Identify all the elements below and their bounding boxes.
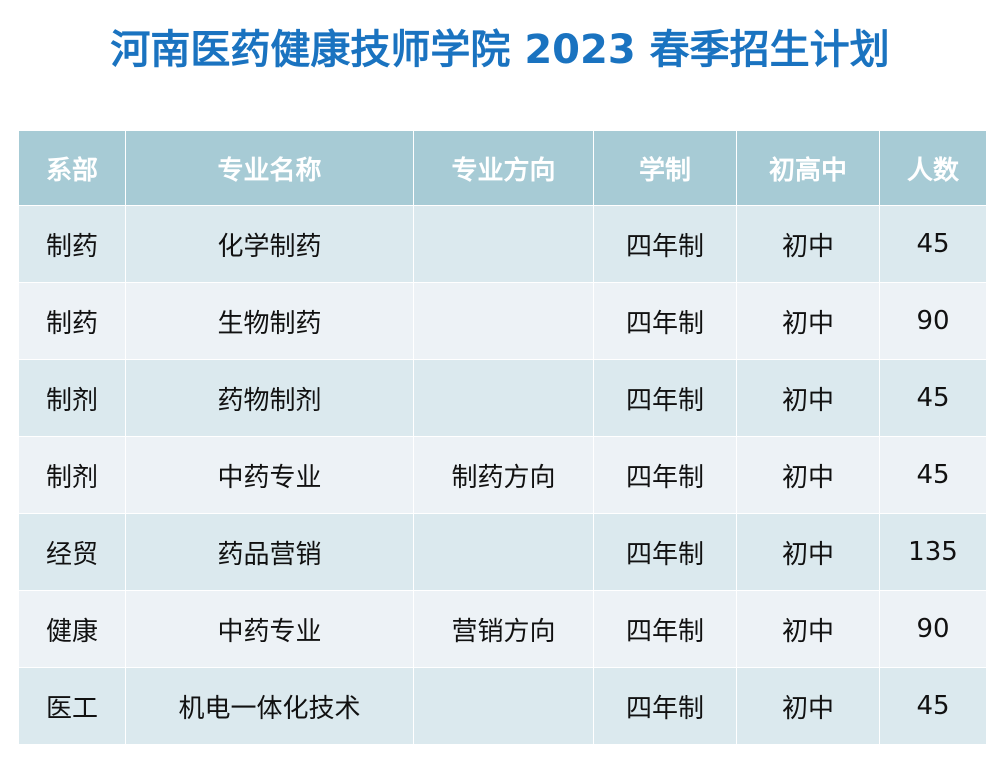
cell-major-direction [413,513,594,591]
cell-major-direction [413,359,594,437]
cell-duration: 四年制 [593,205,737,283]
cell-headcount: 45 [879,436,987,514]
cell-major-direction [413,205,594,283]
table-row: 经贸 药品营销 四年制 初中 135 [18,513,987,591]
cell-major-direction: 营销方向 [413,590,594,668]
cell-major-direction [413,282,594,360]
cell-duration: 四年制 [593,590,737,668]
cell-duration: 四年制 [593,282,737,360]
cell-department: 制药 [18,205,126,283]
cell-headcount: 135 [879,513,987,591]
cell-headcount: 45 [879,667,987,745]
cell-department: 制药 [18,282,126,360]
cell-major-name: 化学制药 [125,205,414,283]
cell-duration: 四年制 [593,436,737,514]
table-row: 制剂 中药专业 制药方向 四年制 初中 45 [18,436,987,514]
header-major-name: 专业名称 [125,131,414,206]
cell-education-level: 初中 [736,205,880,283]
cell-major-name: 机电一体化技术 [125,667,414,745]
cell-major-name: 药物制剂 [125,359,414,437]
enrollment-table: 系部 专业名称 专业方向 学制 初高中 人数 制药 化学制药 四年制 初中 45… [18,131,987,745]
cell-department: 制剂 [18,359,126,437]
cell-headcount: 90 [879,282,987,360]
cell-major-name: 中药专业 [125,590,414,668]
table-header-row: 系部 专业名称 专业方向 学制 初高中 人数 [18,131,987,206]
header-department: 系部 [18,131,126,206]
header-headcount: 人数 [879,131,987,206]
table-row: 制药 化学制药 四年制 初中 45 [18,205,987,283]
cell-department: 经贸 [18,513,126,591]
cell-department: 制剂 [18,436,126,514]
cell-headcount: 90 [879,590,987,668]
header-major-direction: 专业方向 [413,131,594,206]
cell-duration: 四年制 [593,513,737,591]
cell-education-level: 初中 [736,513,880,591]
cell-major-direction [413,667,594,745]
cell-headcount: 45 [879,359,987,437]
page-title: 河南医药健康技师学院 2023 春季招生计划 [110,27,890,73]
cell-education-level: 初中 [736,436,880,514]
cell-major-name: 中药专业 [125,436,414,514]
cell-education-level: 初中 [736,359,880,437]
table-row: 健康 中药专业 营销方向 四年制 初中 90 [18,590,987,668]
cell-department: 医工 [18,667,126,745]
cell-major-name: 生物制药 [125,282,414,360]
cell-headcount: 45 [879,205,987,283]
cell-education-level: 初中 [736,667,880,745]
cell-major-name: 药品营销 [125,513,414,591]
cell-duration: 四年制 [593,359,737,437]
cell-education-level: 初中 [736,590,880,668]
cell-duration: 四年制 [593,667,737,745]
cell-major-direction: 制药方向 [413,436,594,514]
table-row: 制药 生物制药 四年制 初中 90 [18,282,987,360]
cell-education-level: 初中 [736,282,880,360]
table-row: 医工 机电一体化技术 四年制 初中 45 [18,667,987,745]
header-education-level: 初高中 [736,131,880,206]
table-row: 制剂 药物制剂 四年制 初中 45 [18,359,987,437]
cell-department: 健康 [18,590,126,668]
header-duration: 学制 [593,131,737,206]
